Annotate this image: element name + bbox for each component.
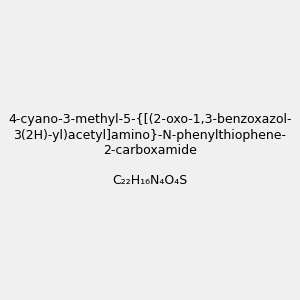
Text: 4-cyano-3-methyl-5-{[(2-oxo-1,3-benzoxazol-
3(2H)-yl)acetyl]amino}-N-phenylthiop: 4-cyano-3-methyl-5-{[(2-oxo-1,3-benzoxaz…: [8, 113, 292, 187]
